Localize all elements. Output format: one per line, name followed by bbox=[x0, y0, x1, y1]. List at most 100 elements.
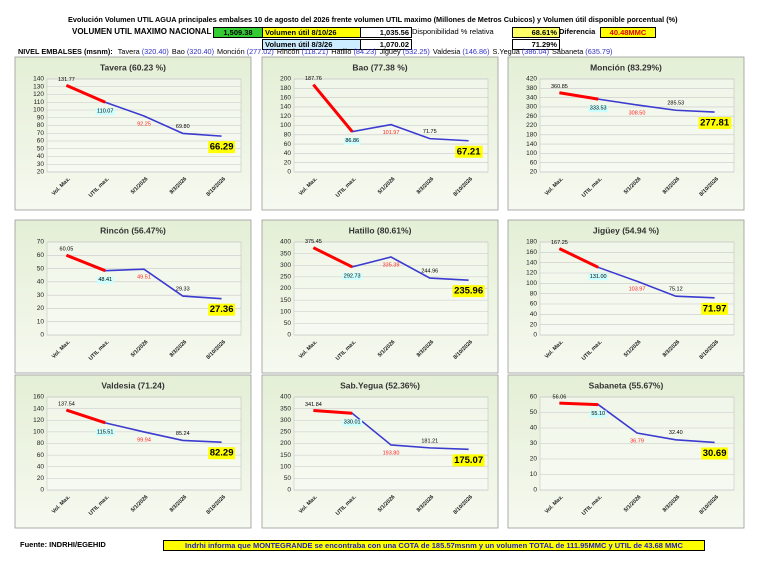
value-label: 29.33 bbox=[176, 286, 190, 292]
y-tick-label: 100 bbox=[33, 107, 44, 114]
value-label-group: 330.01 bbox=[342, 419, 363, 427]
value-label-group: 66.29 bbox=[208, 141, 235, 154]
y-tick-label: 250 bbox=[280, 274, 291, 281]
value-label: 49.51 bbox=[137, 275, 151, 281]
y-tick-label: 160 bbox=[280, 94, 291, 101]
line-first-segment bbox=[313, 409, 353, 415]
value-label-group: 375.45 bbox=[305, 239, 322, 245]
y-tick-label: 0 bbox=[287, 169, 291, 176]
value-label-bg bbox=[452, 285, 485, 298]
value-label: 60.05 bbox=[60, 247, 74, 253]
levels-row: NIVEL EMBALSES (msnm): Tavera (320.40) Bao… bbox=[18, 47, 612, 57]
value-label: 181.21 bbox=[421, 438, 438, 444]
value-label: 71.97 bbox=[703, 303, 727, 314]
level-value: (277.02) bbox=[246, 47, 274, 56]
panel bbox=[507, 219, 745, 374]
source: Fuente: INDRHI/EGEHID bbox=[20, 540, 106, 549]
value-label-bg bbox=[588, 273, 609, 281]
level-name: Rincón bbox=[276, 47, 300, 56]
value-label: 92.25 bbox=[137, 121, 151, 127]
value-label-bg bbox=[452, 454, 485, 467]
value-label: 69.80 bbox=[176, 124, 190, 130]
y-tick-label: 40 bbox=[37, 153, 45, 160]
y-tick-label: 40 bbox=[37, 279, 45, 286]
value-label: 131.00 bbox=[590, 274, 607, 280]
value-label-group: 277.81 bbox=[698, 117, 732, 130]
level-value: (386.04) bbox=[521, 47, 550, 56]
value-label-group: 82.29 bbox=[208, 447, 235, 460]
value-label: 335.39 bbox=[383, 262, 400, 268]
value-label-group: 131.00 bbox=[588, 273, 609, 281]
y-tick-label: 100 bbox=[280, 308, 291, 315]
chart-title: Sab.Yegua (52.36%) bbox=[340, 380, 420, 390]
y-tick-label: 350 bbox=[280, 405, 291, 412]
availability-label: Disponibilidad % relativa bbox=[412, 27, 494, 36]
level-value: (320.40) bbox=[186, 47, 215, 56]
y-tick-label: 120 bbox=[280, 113, 291, 120]
value-label: 82.29 bbox=[210, 448, 234, 459]
y-tick-label: 20 bbox=[37, 475, 45, 482]
y-tick-label: 40 bbox=[530, 425, 538, 432]
y-tick-label: 20 bbox=[284, 159, 292, 166]
value-label-group: 75.12 bbox=[669, 287, 683, 293]
y-tick-label: 150 bbox=[280, 297, 291, 304]
difference-label: Diferencia bbox=[559, 27, 596, 36]
value-label-group: 85.24 bbox=[176, 431, 190, 437]
line-first-segment bbox=[559, 401, 599, 407]
value-label-group: 36.79 bbox=[630, 438, 644, 444]
line-first-segment bbox=[65, 84, 106, 104]
value-label: 137.54 bbox=[58, 402, 75, 408]
value-label-group: 292.73 bbox=[342, 272, 363, 280]
y-tick-label: 40 bbox=[37, 463, 45, 470]
value-label: 67.21 bbox=[457, 146, 481, 157]
value-label-bg bbox=[588, 105, 609, 113]
y-tick-label: 80 bbox=[37, 122, 45, 129]
value-label: 375.45 bbox=[305, 239, 322, 245]
y-tick-label: 140 bbox=[33, 76, 44, 83]
current-value: 1,035.56 bbox=[360, 27, 412, 38]
chart-title: Hatillo (80.61%) bbox=[349, 225, 412, 235]
chart-title: Tavera (60.23 %) bbox=[100, 62, 166, 72]
y-tick-label: 180 bbox=[526, 239, 537, 246]
y-tick-label: 60 bbox=[37, 452, 45, 459]
y-tick-label: 350 bbox=[280, 250, 291, 257]
y-tick-label: 0 bbox=[287, 332, 291, 339]
value-label-group: 60.05 bbox=[60, 247, 74, 253]
y-tick-label: 200 bbox=[280, 285, 291, 292]
value-label-group: 71.75 bbox=[423, 129, 437, 135]
y-tick-label: 110 bbox=[34, 99, 45, 106]
value-label: 30.69 bbox=[703, 448, 727, 459]
y-tick-label: 60 bbox=[37, 138, 45, 145]
level-value: (84.23) bbox=[353, 47, 377, 56]
value-label-bg bbox=[701, 447, 728, 460]
value-label: 131.77 bbox=[58, 77, 75, 83]
y-tick-label: 60 bbox=[530, 394, 538, 401]
value-label-group: 69.80 bbox=[176, 124, 190, 130]
value-label-group: 27.36 bbox=[208, 303, 235, 316]
value-label-bg bbox=[698, 117, 732, 130]
previous-percent: 71.29% bbox=[512, 39, 560, 50]
value-label: 110.07 bbox=[97, 109, 113, 115]
value-label-group: 187.76 bbox=[305, 76, 322, 82]
panel bbox=[507, 56, 745, 211]
y-tick-label: 250 bbox=[280, 429, 291, 436]
line-first-segment bbox=[312, 246, 353, 269]
availability-value: 68.61% bbox=[512, 27, 560, 38]
value-label: 99.94 bbox=[137, 437, 151, 443]
value-label-bg bbox=[455, 145, 483, 158]
y-tick-label: 0 bbox=[533, 332, 537, 339]
y-tick-label: 150 bbox=[280, 452, 291, 459]
value-label: 86.86 bbox=[345, 138, 359, 144]
footer-note: Indrhi informa que MONTEGRANDE se encont… bbox=[163, 540, 705, 551]
y-tick-label: 100 bbox=[280, 122, 291, 129]
value-label: 277.81 bbox=[700, 118, 730, 129]
y-tick-label: 60 bbox=[37, 252, 45, 259]
value-label: 175.07 bbox=[454, 455, 483, 466]
value-label: 193.80 bbox=[383, 450, 400, 456]
level-name: Hatillo bbox=[331, 47, 352, 56]
y-tick-label: 120 bbox=[526, 270, 537, 277]
chart-title: Jigüey (54.94 %) bbox=[593, 225, 659, 235]
y-tick-label: 0 bbox=[40, 332, 44, 339]
y-tick-label: 140 bbox=[526, 259, 537, 266]
level-name: S.Yegua bbox=[492, 47, 520, 56]
